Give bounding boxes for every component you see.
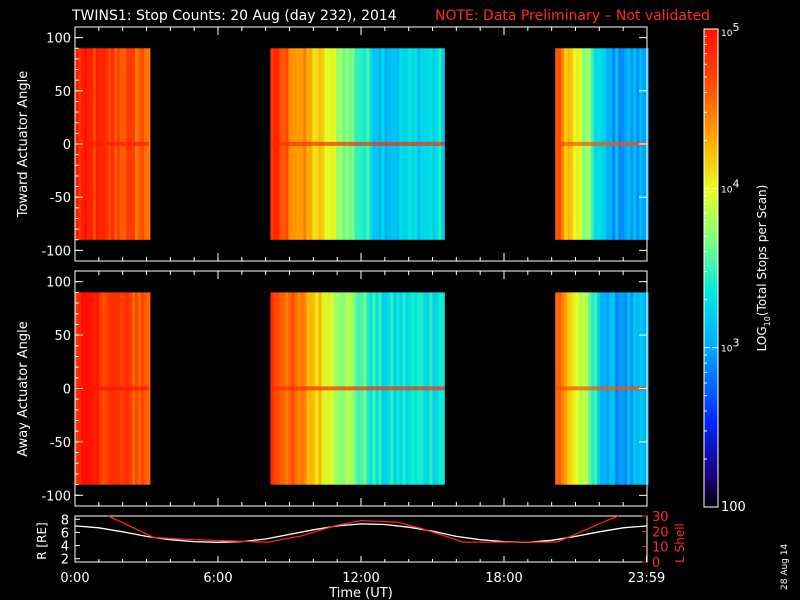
time-tick-label: 12:00 (342, 571, 379, 586)
colorbar-tick-label: 104 (721, 177, 739, 195)
lshell-tick-label: 0 (652, 556, 660, 571)
r-tick-label: 4 (61, 540, 69, 555)
toward-ylabel: Toward Actuator Angle (16, 71, 31, 218)
colorbar-ticks: 105 104 103 100 (704, 21, 746, 515)
preliminary-note: NOTE: Data Preliminary – Not validated (435, 8, 710, 24)
time-tick-label: 0:00 (60, 571, 89, 586)
colorbar-tick-label: 103 (721, 337, 739, 355)
colorbar-tick-label: 105 (721, 21, 739, 39)
colorbar-gradient (704, 29, 718, 507)
r-tick-label: 6 (61, 526, 69, 541)
lshell-tick-label: 20 (652, 525, 669, 540)
time-tick-label: 23:59 (628, 571, 665, 586)
zero-angle-band (75, 141, 149, 146)
r-tick-label: 8 (61, 513, 69, 528)
y-tick-label: -50 (50, 436, 71, 451)
zero-angle-band (270, 141, 445, 146)
y-tick-label: 0 (63, 383, 71, 398)
zero-angle-band (75, 386, 149, 391)
lshell-axis-label: L Shell (673, 523, 687, 563)
away-ylabel: Away Actuator Angle (16, 321, 31, 456)
time-tick-label: 6:00 (203, 571, 232, 586)
away-angle-panel: 100 50 0 -50 -100 Away Actuator Angle (16, 270, 649, 507)
toward-heatmap (75, 48, 649, 240)
colorbar-label: LOG10(Total Stops per Scan) (755, 185, 772, 352)
toward-axes: 100 50 0 -50 -100 (41, 26, 648, 262)
y-tick-label: -50 (50, 191, 71, 206)
y-tick-label: -100 (41, 244, 71, 259)
toward-angle-panel: 100 50 0 -50 -100 Toward Actuator Angle (16, 26, 649, 262)
chart-title: TWINS1: Stop Counts: 20 Aug (day 232), 2… (71, 8, 397, 24)
r-distance-line (74, 523, 648, 543)
r-axis-label: R [RE] (35, 522, 49, 559)
r-tick-label: 2 (61, 553, 69, 568)
y-tick-label: 100 (46, 276, 71, 291)
y-tick-label: -100 (41, 489, 71, 504)
zero-angle-band (555, 141, 647, 146)
lshell-tick-label: 10 (652, 541, 669, 556)
away-axes: 100 50 0 -50 -100 (41, 270, 648, 507)
lshell-tick-label: 30 (652, 510, 669, 525)
y-tick-label: 50 (54, 85, 71, 100)
colorbar: 105 104 103 100 LOG10(Total Stops per Scan) (703, 21, 772, 515)
date-stamp: 28 Aug 14 (780, 544, 790, 590)
y-tick-label: 50 (54, 329, 71, 344)
time-tick-label: 18:00 (485, 571, 522, 586)
time-axis-label: Time (UT) (328, 586, 393, 600)
y-tick-label: 100 (46, 32, 71, 47)
zero-angle-band (555, 386, 647, 391)
colorbar-frame (703, 28, 719, 508)
away-heatmap (75, 292, 649, 485)
orbit-lines (74, 515, 648, 543)
y-tick-label: 0 (63, 138, 71, 153)
zero-angle-band (270, 386, 445, 391)
colorbar-tick-label: 100 (721, 500, 746, 515)
l-shell-line (108, 515, 619, 543)
